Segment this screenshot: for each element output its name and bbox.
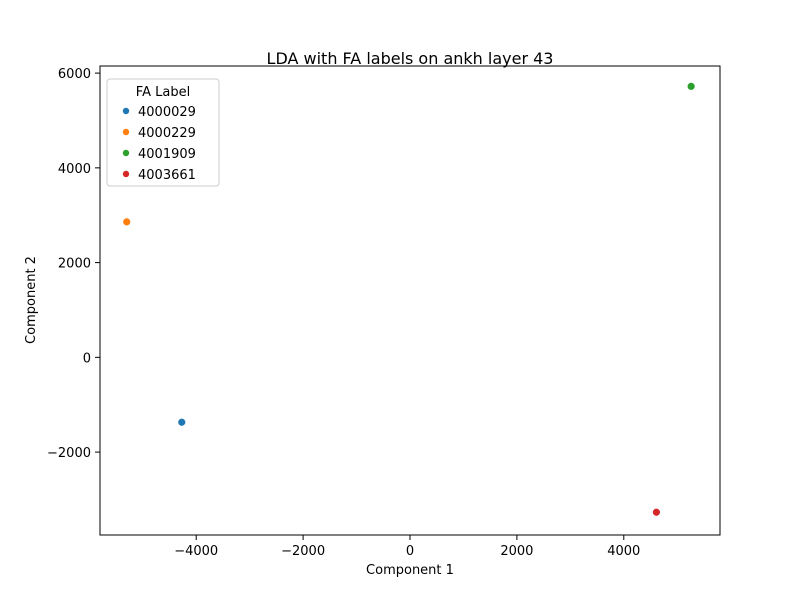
data-point-4000029 [177, 417, 187, 427]
legend-label: 4000229 [138, 126, 196, 141]
y-tick-label: 2000 [58, 257, 91, 272]
y-axis-label: Component 2 [24, 256, 39, 344]
legend-label: 4003661 [138, 168, 196, 183]
plot-frame [99, 65, 721, 536]
chart-title: LDA with FA labels on ankh layer 43 [267, 49, 554, 68]
y-tick-label: −2000 [47, 446, 91, 461]
data-point-4001909 [686, 81, 696, 91]
legend-items: 4000029 4000229 4001909 4003661 [122, 105, 196, 183]
legend-label: 4000029 [138, 105, 196, 120]
data-point-4000229 [122, 217, 132, 227]
x-axis-label: Component 1 [366, 563, 454, 578]
data-points [122, 81, 696, 517]
y-axis-ticks: −2000 0 2000 4000 6000 [47, 67, 100, 461]
y-tick-label: 6000 [58, 67, 91, 82]
legend-marker-4000029 [122, 107, 130, 115]
x-tick-label: 4000 [607, 544, 640, 559]
legend: FA Label 4000029 4000229 4001909 4003661 [106, 78, 220, 187]
y-tick-label: 0 [83, 351, 91, 366]
y-tick-label: 4000 [58, 162, 91, 177]
legend-marker-4003661 [122, 170, 130, 178]
x-tick-label: −2000 [281, 544, 325, 559]
x-axis-ticks: −4000 −2000 0 2000 4000 [174, 535, 640, 559]
legend-marker-4000229 [122, 128, 130, 136]
legend-marker-4001909 [122, 149, 130, 157]
legend-label: 4001909 [138, 147, 196, 162]
x-tick-label: −4000 [174, 544, 218, 559]
x-tick-label: 0 [406, 544, 414, 559]
legend-title: FA Label [136, 85, 190, 100]
x-tick-label: 2000 [500, 544, 533, 559]
legend-frame [106, 78, 220, 187]
data-point-4003661 [651, 507, 661, 517]
